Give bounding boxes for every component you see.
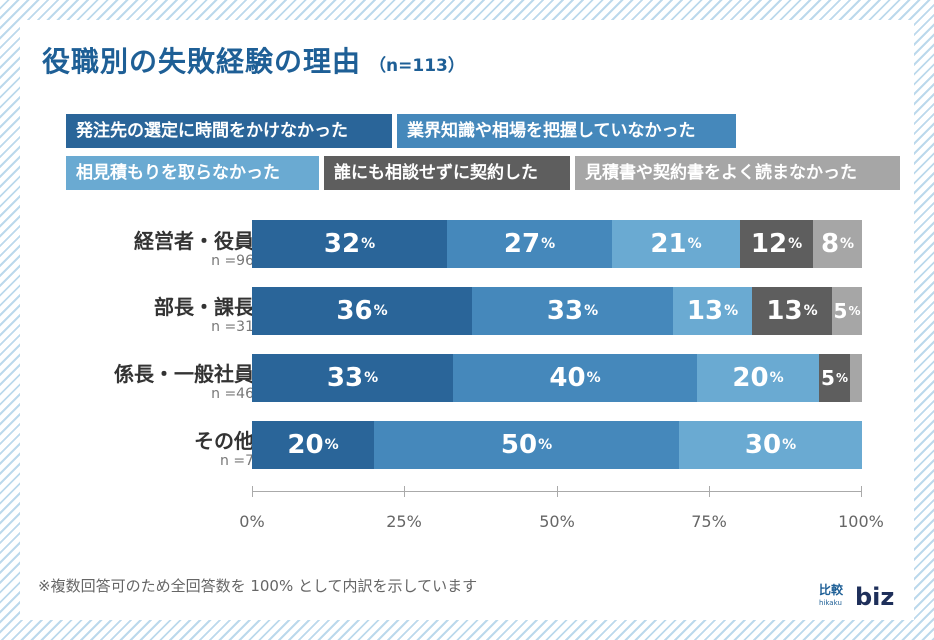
bar-segment: 50% [374, 421, 679, 469]
bar-value-percent: % [584, 303, 599, 319]
bar-segment: 33% [252, 354, 453, 402]
bar-value-percent: % [586, 370, 601, 386]
title-sample-size: （n=113） [369, 56, 465, 76]
logo-jp: 比較 [819, 582, 844, 597]
bar-value-label: 13 [686, 296, 724, 326]
bar-segment: 20% [252, 421, 374, 469]
category-n: n =96 [211, 253, 254, 269]
bar-value-percent: % [364, 370, 379, 386]
category-label-managers: 部長・課長 n =31 [154, 295, 254, 335]
bar-value-label: 27 [503, 229, 541, 259]
hikaku-biz-logo: 比較 hikaku biz [819, 582, 894, 609]
legend-item-quotes: 相見積もりを取らなかった [66, 156, 319, 190]
bar-value-label: 20 [732, 363, 769, 393]
legend-item-selection: 発注先の選定に時間をかけなかった [66, 114, 392, 148]
bar-value-label: 21 [650, 229, 687, 259]
bar-value-percent: % [848, 304, 861, 318]
x-tick-label-0: 0% [239, 512, 265, 531]
logo-biz: biz [855, 583, 894, 609]
bar-segment: 27% [447, 220, 612, 268]
bar-value-label: 8 [820, 229, 840, 259]
legend-item-consult: 誰にも相談せずに契約した [324, 156, 570, 190]
bar-value-percent: % [788, 236, 803, 252]
bar-value-percent: % [538, 437, 553, 453]
x-axis-tick [404, 486, 405, 497]
bar-segment [850, 354, 862, 402]
bar-segment: 12% [740, 220, 813, 268]
x-tick-label-50: 50% [539, 512, 575, 531]
category-n: n =31 [211, 319, 254, 335]
logo-sub: hikaku [819, 599, 842, 607]
x-axis-tick [252, 486, 253, 497]
bar-segment: 33% [472, 287, 673, 335]
bar-value-percent: % [769, 370, 784, 386]
x-axis-tick [557, 486, 558, 497]
bar-segment: 8% [813, 220, 862, 268]
bar-segment: 13% [673, 287, 752, 335]
bar-value-percent: % [361, 236, 376, 252]
bar-value-label: 30 [744, 430, 782, 460]
bar-segment: 40% [453, 354, 697, 402]
legend-item-knowledge: 業界知識や相場を把握していなかった [397, 114, 736, 148]
bar-segment: 36% [252, 287, 472, 335]
category-label-staff: 係長・一般社員 n =46 [114, 362, 254, 402]
bar-value-label: 40 [549, 363, 586, 393]
x-tick-label-100: 100% [838, 512, 884, 531]
category-n: n =7 [220, 453, 254, 469]
bar-value-label: 13 [766, 296, 803, 326]
bar-value-percent: % [803, 303, 818, 319]
bar-segment: 32% [252, 220, 447, 268]
bar-segment: 21% [612, 220, 740, 268]
bar-value-percent: % [541, 236, 556, 252]
bar-segment: 5% [819, 354, 850, 402]
x-axis-tick [861, 486, 862, 497]
bar-value-label: 20 [287, 430, 324, 460]
category-n: n =46 [211, 386, 254, 402]
bar-value-percent: % [840, 236, 855, 252]
bar-value-label: 33 [546, 296, 584, 326]
bar-value-label: 12 [750, 229, 788, 259]
bar-value-percent: % [324, 437, 339, 453]
x-axis-tick [709, 486, 710, 497]
bar-value-percent: % [835, 371, 848, 385]
category-name: 係長・一般社員 [114, 362, 254, 386]
bar-value-label: 36 [336, 296, 373, 326]
chart-title: 役職別の失敗経験の理由 （n=113） [42, 40, 465, 80]
bar-value-percent: % [782, 437, 797, 453]
category-name: 部長・課長 [154, 295, 254, 319]
bar-value-percent: % [373, 303, 388, 319]
bar-segment: 5% [832, 287, 862, 335]
title-text: 役職別の失敗経験の理由 [42, 45, 362, 78]
bar-value-percent: % [724, 303, 739, 319]
bar-segment: 20% [697, 354, 819, 402]
category-name: 経営者・役員 [134, 229, 254, 253]
legend-item-contract: 見積書や契約書をよく読まなかった [575, 156, 900, 190]
bar-segment: 30% [679, 421, 862, 469]
bar-value-label: 33 [326, 363, 364, 393]
bar-segment: 13% [752, 287, 832, 335]
bar-value-label: 50 [500, 430, 538, 460]
category-label-other: その他 n =7 [194, 429, 254, 469]
bar-value-label: 32 [323, 229, 361, 259]
bar-value-label: 5 [833, 299, 848, 323]
category-label-executives: 経営者・役員 n =96 [134, 229, 254, 269]
footnote: ※複数回答可のため全回答数を 100% として内訳を示しています [38, 577, 478, 595]
category-name: その他 [194, 429, 254, 453]
bar-value-label: 5 [821, 366, 835, 390]
x-tick-label-25: 25% [386, 512, 422, 531]
bar-value-percent: % [687, 236, 702, 252]
x-tick-label-75: 75% [691, 512, 727, 531]
